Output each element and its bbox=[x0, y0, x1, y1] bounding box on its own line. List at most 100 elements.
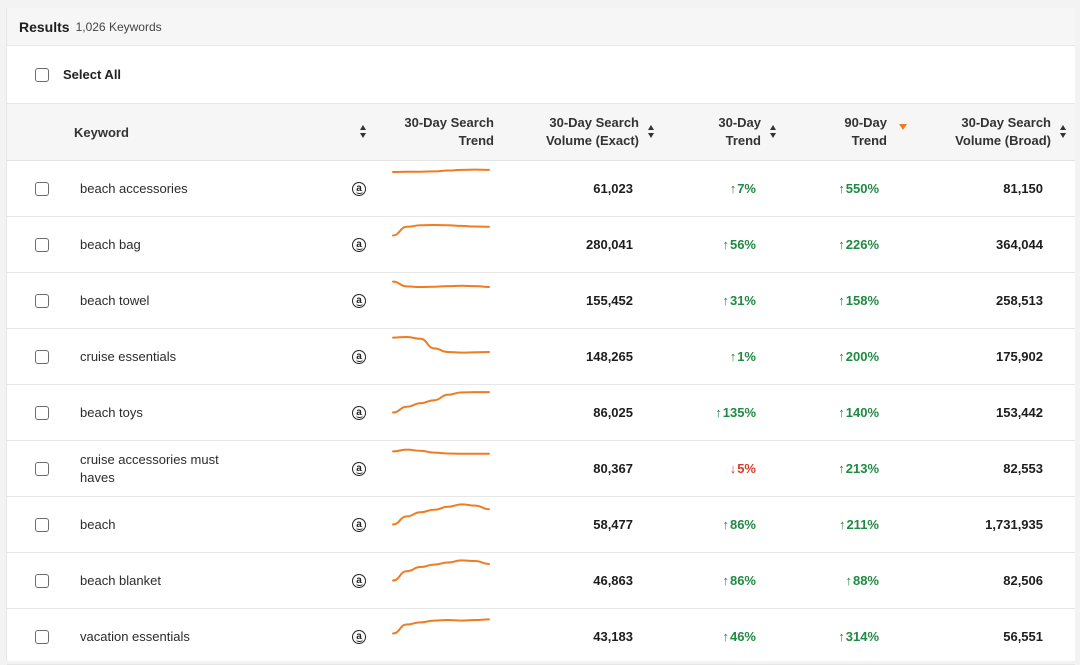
volume-exact-value: 46,863 bbox=[593, 573, 633, 588]
amazon-icon[interactable]: a bbox=[352, 497, 366, 552]
select-all-row: Select All bbox=[7, 46, 1075, 104]
row-checkbox[interactable] bbox=[35, 629, 49, 644]
arrow-up-icon: ↑ bbox=[838, 293, 845, 308]
amazon-icon[interactable]: a bbox=[352, 609, 366, 664]
amazon-icon[interactable]: a bbox=[352, 217, 366, 272]
keyword-text[interactable]: beach toys bbox=[80, 404, 143, 420]
table-row[interactable]: cruise accessories must haves a 80,367 ↓… bbox=[7, 441, 1075, 497]
search-trend-sparkline bbox=[392, 329, 491, 384]
table-row[interactable]: beach a 58,477 ↑ 86% ↑ 211% 1,731,935 bbox=[7, 497, 1075, 553]
column-90-day-trend-line2: Trend bbox=[851, 133, 887, 148]
keyword-text[interactable]: beach accessories bbox=[80, 180, 188, 196]
trend-90-day-value: 88% bbox=[852, 573, 879, 588]
arrow-up-icon: ↑ bbox=[838, 405, 845, 420]
trend-90-day-value: 226% bbox=[845, 237, 879, 252]
volume-broad-value: 153,442 bbox=[996, 405, 1043, 420]
amazon-icon[interactable]: a bbox=[352, 161, 366, 216]
column-90-day-trend[interactable]: 90-Day Trend bbox=[844, 104, 907, 160]
table-row[interactable]: beach accessories a 61,023 ↑ 7% ↑ 550% 81,… bbox=[7, 161, 1075, 217]
volume-broad-value: 1,731,935 bbox=[985, 517, 1043, 532]
arrow-up-icon: ↑ bbox=[838, 629, 845, 644]
volume-exact-value: 280,041 bbox=[586, 237, 633, 252]
column-volume-broad[interactable]: 30-Day Search Volume (Broad) bbox=[955, 104, 1069, 160]
trend-30-day: ↑ 86% bbox=[722, 553, 756, 608]
table-header: Keyword 30-Day Search Trend 30-Day Searc… bbox=[7, 104, 1075, 161]
sort-30-day-trend-icon[interactable] bbox=[769, 125, 779, 139]
select-all-label[interactable]: Select All bbox=[63, 67, 122, 82]
trend-30-day-value: 46% bbox=[729, 629, 756, 644]
arrow-up-icon: ↑ bbox=[838, 349, 845, 364]
sort-descending-icon[interactable] bbox=[899, 124, 907, 130]
trend-90-day-value: 158% bbox=[845, 293, 879, 308]
amazon-icon[interactable]: a bbox=[352, 385, 366, 440]
arrow-up-icon: ↑ bbox=[722, 293, 729, 308]
keyword-text[interactable]: beach towel bbox=[80, 292, 150, 308]
sort-volume-exact-icon[interactable] bbox=[647, 125, 657, 139]
row-checkbox[interactable] bbox=[35, 349, 49, 364]
column-search-trend[interactable]: 30-Day Search Trend bbox=[404, 104, 494, 160]
trend-30-day: ↑ 31% bbox=[722, 273, 756, 328]
table-row[interactable]: beach blanket a 46,863 ↑ 86% ↑ 88% 82,506 bbox=[7, 553, 1075, 609]
volume-exact-value: 43,183 bbox=[593, 629, 633, 644]
amazon-icon[interactable]: a bbox=[352, 329, 366, 384]
arrow-down-icon: ↓ bbox=[729, 461, 737, 476]
row-checkbox[interactable] bbox=[35, 405, 49, 420]
table-row[interactable]: cruise essentials a 148,265 ↑ 1% ↑ 200% 17… bbox=[7, 329, 1075, 385]
volume-exact-value: 155,452 bbox=[586, 293, 633, 308]
row-checkbox[interactable] bbox=[35, 517, 49, 532]
keyword-text[interactable]: vacation essentials bbox=[80, 628, 190, 644]
keyword-text[interactable]: beach bbox=[80, 516, 116, 532]
trend-30-day: ↑ 1% bbox=[730, 329, 756, 384]
keyword-text[interactable]: beach blanket bbox=[80, 572, 161, 588]
table-row[interactable]: beach toys a 86,025 ↑ 135% ↑ 140% 153,442 bbox=[7, 385, 1075, 441]
sparkline-path bbox=[392, 617, 490, 634]
amazon-icon[interactable]: a bbox=[352, 441, 366, 496]
column-volume-broad-line2: Volume (Broad) bbox=[955, 133, 1051, 148]
trend-30-day-value: 135% bbox=[722, 405, 756, 420]
results-count: 1,026 Keywords bbox=[75, 19, 162, 34]
volume-broad-value: 82,553 bbox=[1003, 461, 1043, 476]
arrow-up-icon: ↑ bbox=[729, 181, 737, 196]
table-row[interactable]: beach towel a 155,452 ↑ 31% ↑ 158% 258,513 bbox=[7, 273, 1075, 329]
column-keyword[interactable]: Keyword bbox=[74, 104, 129, 160]
amazon-icon[interactable]: a bbox=[352, 553, 366, 608]
volume-broad-value: 56,551 bbox=[1003, 629, 1043, 644]
trend-90-day: ↑ 550% bbox=[838, 161, 879, 216]
search-trend-sparkline bbox=[392, 161, 491, 216]
column-volume-exact[interactable]: 30-Day Search Volume (Exact) bbox=[546, 104, 657, 160]
trend-90-day: ↑ 200% bbox=[838, 329, 879, 384]
sort-keyword-icon[interactable] bbox=[359, 104, 369, 160]
trend-90-day: ↑ 213% bbox=[838, 441, 879, 496]
row-checkbox[interactable] bbox=[35, 181, 49, 196]
trend-30-day: ↑ 56% bbox=[722, 217, 756, 272]
row-checkbox[interactable] bbox=[35, 237, 49, 252]
trend-90-day-value: 314% bbox=[845, 629, 879, 644]
column-volume-exact-line1: 30-Day Search bbox=[549, 115, 639, 130]
row-checkbox-cell bbox=[35, 273, 49, 328]
trend-90-day: ↑ 140% bbox=[838, 385, 879, 440]
select-all-checkbox[interactable] bbox=[35, 67, 49, 82]
row-checkbox[interactable] bbox=[35, 293, 49, 308]
keyword-text[interactable]: cruise accessories must haves bbox=[80, 451, 219, 485]
row-checkbox[interactable] bbox=[35, 573, 49, 588]
arrow-up-icon: ↑ bbox=[838, 181, 845, 196]
trend-30-day: ↑ 46% bbox=[722, 609, 756, 664]
sparkline-path bbox=[392, 390, 490, 413]
table-row[interactable]: vacation essentials a 43,183 ↑ 46% ↑ 314% … bbox=[7, 609, 1075, 665]
search-trend-sparkline bbox=[392, 609, 491, 664]
row-checkbox-cell bbox=[35, 441, 49, 496]
arrow-up-icon: ↑ bbox=[838, 237, 845, 252]
keyword-text[interactable]: cruise essentials bbox=[80, 348, 177, 364]
arrow-up-icon: ↑ bbox=[722, 237, 729, 252]
trend-90-day: ↑ 211% bbox=[839, 497, 879, 552]
volume-exact-value: 61,023 bbox=[593, 181, 633, 196]
amazon-icon[interactable]: a bbox=[352, 273, 366, 328]
column-30-day-trend[interactable]: 30-Day Trend bbox=[718, 104, 779, 160]
trend-30-day-value: 7% bbox=[737, 181, 756, 196]
keyword-text[interactable]: beach bag bbox=[80, 236, 141, 252]
volume-exact-value: 148,265 bbox=[586, 349, 633, 364]
table-body: beach accessories a 61,023 ↑ 7% ↑ 550% 81,… bbox=[7, 161, 1075, 665]
table-row[interactable]: beach bag a 280,041 ↑ 56% ↑ 226% 364,044 bbox=[7, 217, 1075, 273]
sort-volume-broad-icon[interactable] bbox=[1059, 125, 1069, 139]
row-checkbox[interactable] bbox=[35, 461, 49, 476]
